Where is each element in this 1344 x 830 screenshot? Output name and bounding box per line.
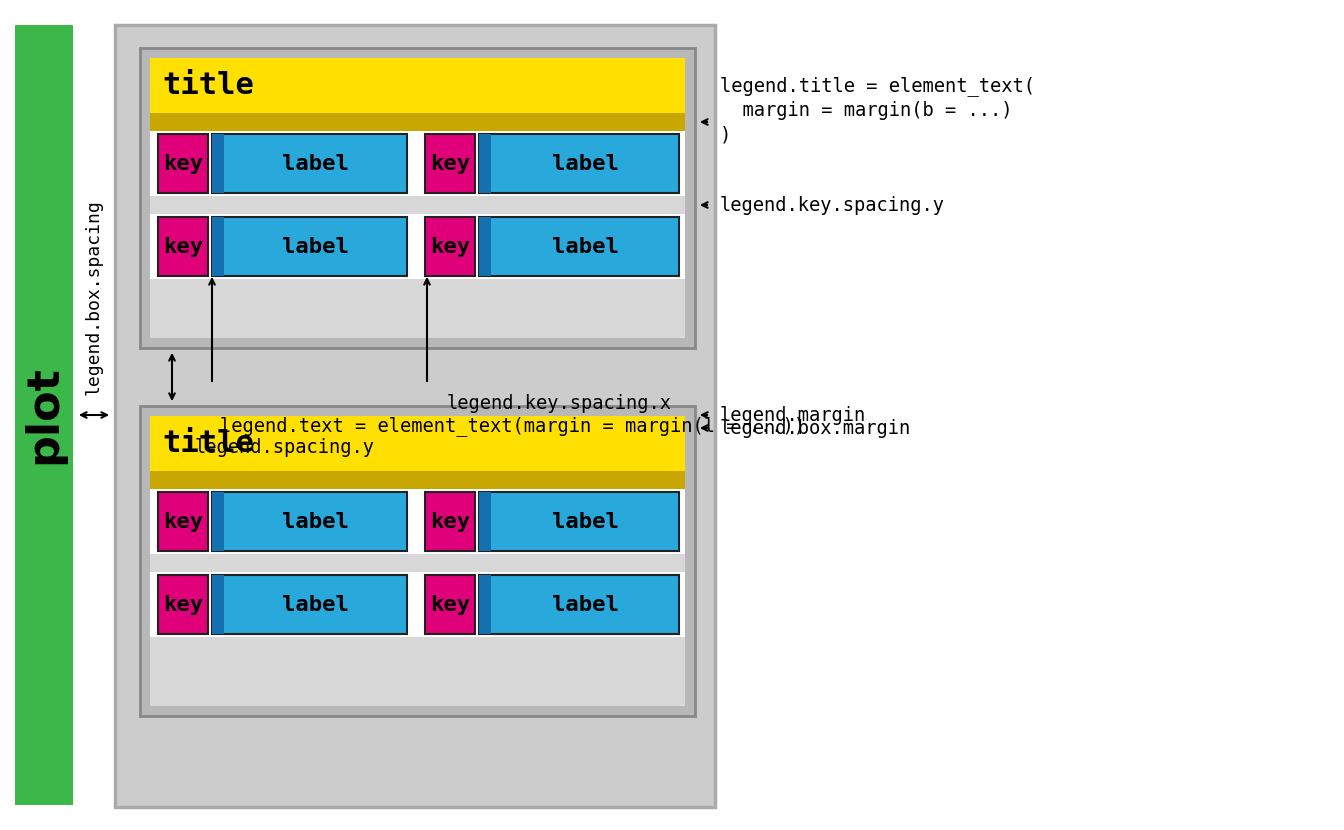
Bar xyxy=(151,416,685,471)
Text: key: key xyxy=(430,594,470,614)
Bar xyxy=(151,58,685,338)
Bar xyxy=(151,58,685,113)
Bar xyxy=(140,406,695,716)
Bar xyxy=(151,131,685,196)
Bar xyxy=(478,134,491,193)
Bar xyxy=(478,217,491,276)
Text: key: key xyxy=(430,154,470,173)
Bar xyxy=(151,214,685,279)
Text: key: key xyxy=(430,511,470,531)
Bar xyxy=(212,217,224,276)
Text: label: label xyxy=(282,237,349,256)
Bar xyxy=(478,492,679,551)
Bar xyxy=(425,575,474,634)
Bar xyxy=(151,471,685,489)
Text: title: title xyxy=(163,429,254,458)
Bar xyxy=(478,575,679,634)
Text: legend.spacing.y: legend.spacing.y xyxy=(195,438,375,457)
Text: label: label xyxy=(551,511,618,531)
Bar xyxy=(151,489,685,554)
Bar xyxy=(151,113,685,131)
Text: label: label xyxy=(282,154,349,173)
Text: label: label xyxy=(282,511,349,531)
Text: plot: plot xyxy=(23,365,66,465)
Bar xyxy=(425,134,474,193)
Text: title: title xyxy=(163,71,254,100)
Bar xyxy=(425,492,474,551)
Text: label: label xyxy=(282,594,349,614)
Text: legend.margin: legend.margin xyxy=(720,406,867,424)
Text: legend.text = element_text(margin = margin(l = ...)): legend.text = element_text(margin = marg… xyxy=(220,416,805,436)
Bar xyxy=(159,492,208,551)
Bar xyxy=(478,492,491,551)
Bar xyxy=(116,25,715,807)
Text: legend.box.margin: legend.box.margin xyxy=(720,418,911,437)
Text: label: label xyxy=(551,594,618,614)
Bar xyxy=(478,575,491,634)
Bar xyxy=(478,217,679,276)
Bar xyxy=(212,134,407,193)
Text: margin = margin(b = ...): margin = margin(b = ...) xyxy=(720,100,1012,120)
Bar xyxy=(159,134,208,193)
Bar xyxy=(151,416,685,706)
Bar xyxy=(15,25,73,805)
Bar xyxy=(140,48,695,348)
Bar xyxy=(212,217,407,276)
Text: key: key xyxy=(163,237,203,256)
Bar xyxy=(478,134,679,193)
Bar xyxy=(159,217,208,276)
Bar xyxy=(425,217,474,276)
Bar xyxy=(212,134,224,193)
Bar xyxy=(212,492,407,551)
Text: label: label xyxy=(551,237,618,256)
Text: legend.key.spacing.y: legend.key.spacing.y xyxy=(720,196,945,214)
Bar xyxy=(212,575,224,634)
Bar xyxy=(212,575,407,634)
Text: key: key xyxy=(163,594,203,614)
Bar xyxy=(212,492,224,551)
Text: ): ) xyxy=(720,125,731,144)
Bar xyxy=(159,575,208,634)
Text: legend.box.spacing: legend.box.spacing xyxy=(85,199,103,395)
Text: key: key xyxy=(430,237,470,256)
Text: label: label xyxy=(551,154,618,173)
Text: key: key xyxy=(163,511,203,531)
Bar xyxy=(151,572,685,637)
Text: key: key xyxy=(163,154,203,173)
Text: legend.key.spacing.x: legend.key.spacing.x xyxy=(448,394,672,413)
Text: legend.title = element_text(: legend.title = element_text( xyxy=(720,76,1035,96)
